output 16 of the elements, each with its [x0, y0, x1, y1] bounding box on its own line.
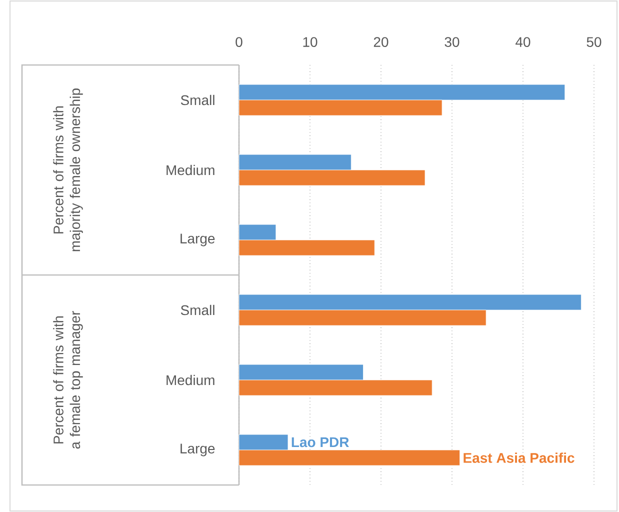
- x-tick-label: 0: [236, 37, 242, 47]
- y-tick-label: Large: [180, 234, 215, 246]
- y-tick-label: Medium: [166, 164, 214, 176]
- y-tick-label: Small: [180, 94, 214, 106]
- y-tick-label: Large: [180, 444, 215, 456]
- x-tick-label: 30: [444, 37, 460, 47]
- x-tick-label: 10: [303, 37, 318, 47]
- x-tick-label: 50: [586, 37, 602, 47]
- y-tick-label: Small: [180, 304, 214, 316]
- x-tick-label: 20: [374, 37, 388, 47]
- series-label: Lao PDR: [292, 437, 349, 448]
- x-tick-label: 40: [516, 37, 530, 47]
- series-label: East Asia Pacific: [464, 452, 574, 463]
- text: Percent of firms with majority female ownership: [53, 88, 83, 252]
- y-tick-label: Medium: [166, 374, 214, 386]
- text: Percent of firms with a female top manager: [53, 311, 83, 449]
